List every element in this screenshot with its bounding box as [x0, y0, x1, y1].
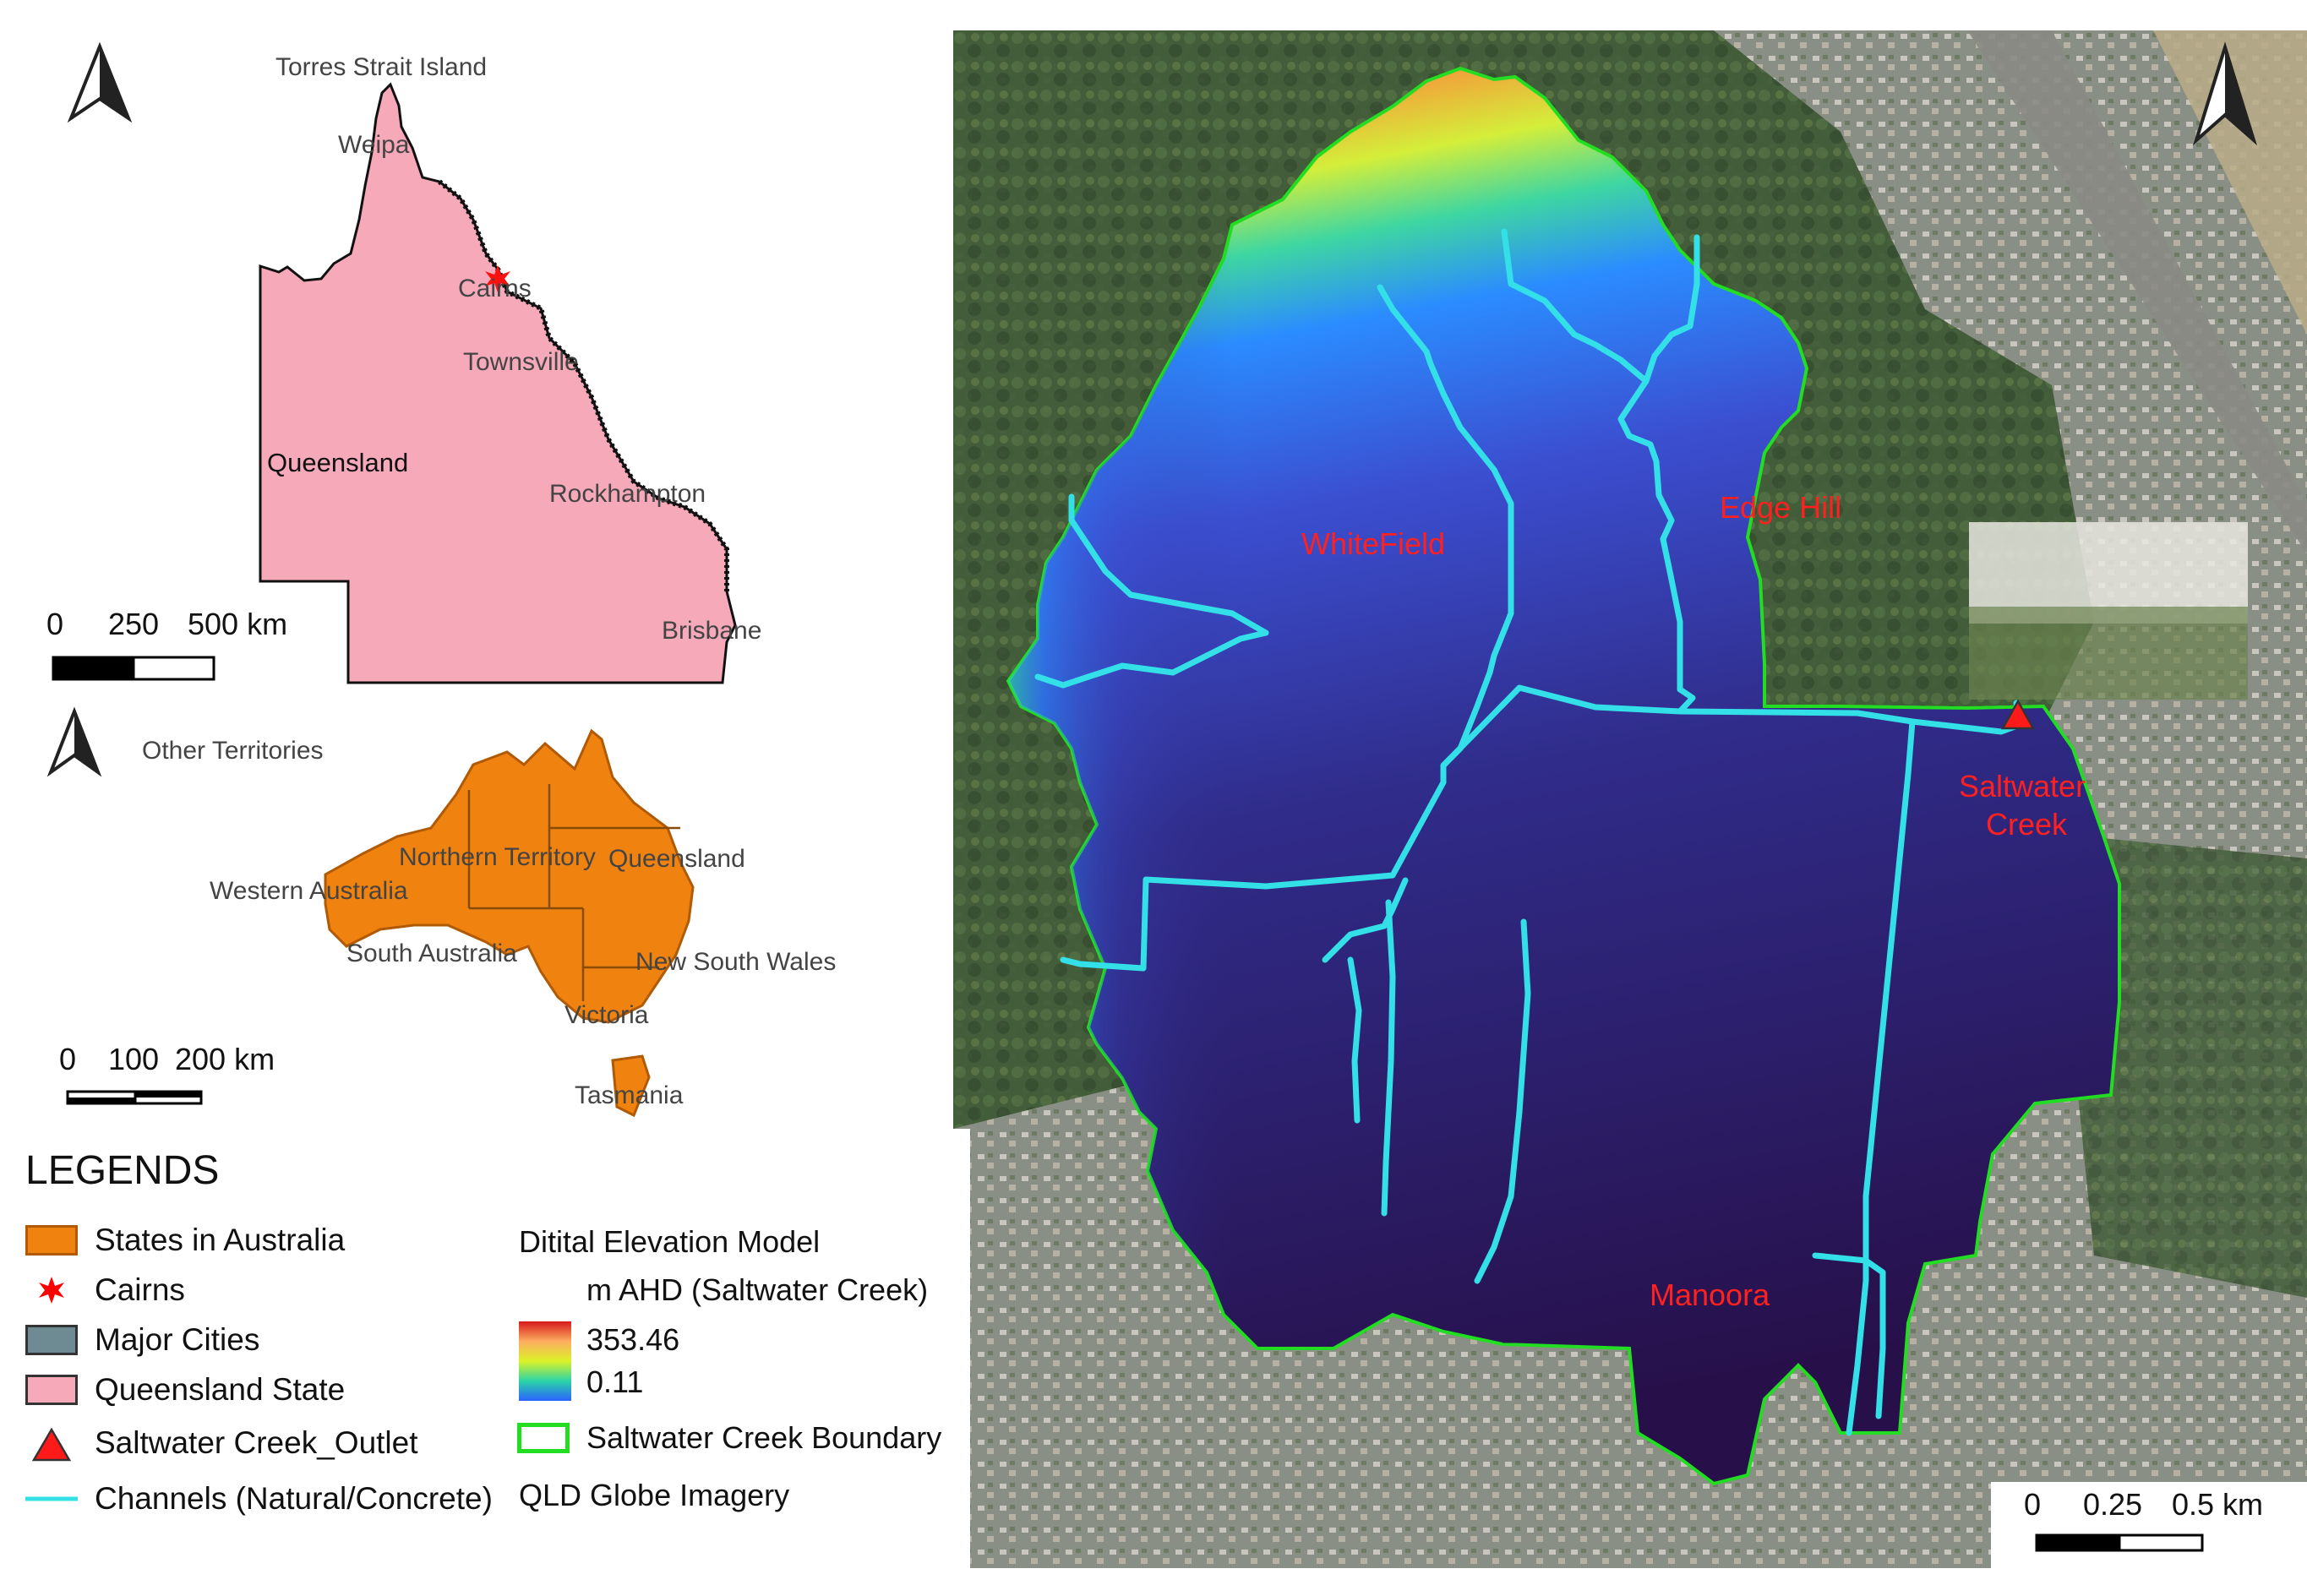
australia-inset-map [46, 706, 695, 1118]
label-manoora: Manoora [1650, 1277, 1770, 1312]
tasmania-shape [611, 1054, 651, 1118]
queensland-state-shape [259, 82, 737, 684]
dem-color-ramp [519, 1321, 571, 1401]
label-aus-queensland: Queensland [608, 845, 745, 873]
channel-north-trunk [1660, 536, 1696, 715]
label-brisbane: Brisbane [662, 617, 762, 645]
main-scale-box [1991, 1482, 2307, 1568]
label-saltwater: Saltwater [1959, 769, 2086, 803]
aus-scale-bar [66, 1090, 203, 1105]
label-weipa: Weipa [338, 131, 410, 159]
qld-scale-500: 500 km [188, 607, 288, 641]
left-panel: Torres Strait Island Weipa Cairns Townsv… [0, 0, 963, 1596]
label-whitefield: WhiteField [1301, 526, 1446, 561]
outlet-triangle-icon [2000, 699, 2036, 730]
saltwater-creek-main-map [953, 30, 2307, 1568]
north-arrow-icon [67, 41, 133, 123]
main-scale-025: 0.25 [2083, 1487, 2143, 1522]
aus-scale-0: 0 [59, 1042, 77, 1076]
channel-edge-hill [1617, 234, 1700, 542]
channel-south-3 [1347, 956, 1362, 1124]
legend-item-cairns: Cairns [25, 1272, 185, 1309]
legend-item-imagery: QLD Globe Imagery [519, 1478, 790, 1512]
qld-scale-250: 250 [108, 607, 160, 641]
australia-mainland-shape [324, 728, 695, 1024]
main-scale-0: 0 [2024, 1487, 2042, 1522]
label-other-territories: Other Territories [142, 737, 324, 765]
main-scale-05: 0.5 km [2172, 1487, 2264, 1522]
channel-main [1060, 684, 2023, 972]
dem-min: 0.11 [586, 1364, 644, 1399]
dem-max: 353.46 [586, 1322, 680, 1357]
legend-item-major-cities: Major Cities [25, 1321, 259, 1359]
qld-scale-0: 0 [46, 607, 64, 641]
green-outline-box-icon [517, 1423, 570, 1453]
legend-item-outlet: Saltwater Creek_Outlet [25, 1424, 418, 1462]
label-nsw: New South Wales [635, 948, 837, 976]
label-western-australia: Western Australia [210, 877, 408, 905]
channel-whitefield [1377, 284, 1514, 769]
channel-south-1 [1322, 877, 1409, 963]
channel-east [1846, 718, 1916, 1436]
triangle-icon [25, 1427, 78, 1462]
grey-box-icon [25, 1325, 78, 1355]
channel-edge-hill-branch [1501, 228, 1650, 384]
label-victoria: Victoria [564, 1001, 649, 1029]
label-torres: Torres Strait Island [275, 53, 488, 81]
channel-whitefield-west [1068, 493, 1269, 636]
legend-item-channels: Channels (Natural/Concrete) [25, 1480, 493, 1517]
north-arrow-icon [2192, 41, 2258, 146]
aus-scale-100: 100 [108, 1042, 160, 1076]
qld-scale-bar [52, 656, 215, 681]
north-arrow-icon [46, 706, 102, 777]
channel-network [1034, 228, 2023, 1436]
cyan-line-icon [25, 1484, 78, 1514]
label-northern-territory: Northern Territory [399, 843, 596, 871]
pink-box-icon [25, 1375, 78, 1405]
red-star-icon [25, 1275, 78, 1305]
orange-box-icon [25, 1225, 78, 1256]
label-rockhampton: Rockhampton [549, 480, 706, 508]
cairns-star-icon [485, 265, 510, 292]
dem-title: Ditital Elevation Model [519, 1224, 821, 1259]
channel-south-2 [1474, 918, 1531, 1284]
label-south-australia: South Australia [346, 940, 517, 967]
label-townsville: Townsville [463, 348, 579, 376]
aus-scale-200: 200 km [175, 1042, 275, 1076]
dem-unit: m AHD (Saltwater Creek) [586, 1272, 929, 1307]
label-edge-hill: Edge Hill [1720, 490, 1842, 525]
label-queensland: Queensland [267, 448, 409, 477]
legend-title: LEGENDS [25, 1148, 220, 1193]
label-cairns: Cairns [458, 275, 532, 302]
label-tasmania: Tasmania [575, 1081, 684, 1109]
channel-west-branch [1034, 629, 1269, 689]
queensland-inset-map [67, 41, 737, 684]
channel-south-4 [1381, 899, 1396, 1217]
legend-item-states: States in Australia [25, 1222, 345, 1259]
legend-item-queensland-state: Queensland State [25, 1371, 345, 1408]
label-creek: Creek [1986, 807, 2068, 842]
channel-east-spur [1812, 1252, 1886, 1419]
legend-item-boundary: Saltwater Creek Boundary [517, 1419, 941, 1457]
